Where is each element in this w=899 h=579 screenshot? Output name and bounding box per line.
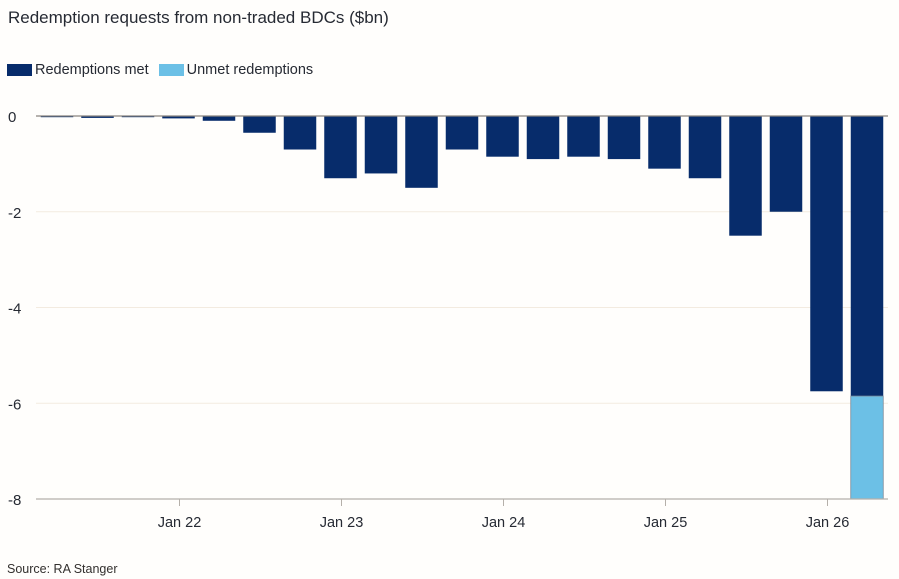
- x-tick-label: Jan 25: [644, 515, 688, 531]
- y-tick-label: -8: [8, 492, 21, 509]
- x-tick-label: Jan 22: [158, 515, 202, 531]
- bar-met: [405, 116, 438, 188]
- bar-met: [486, 116, 519, 157]
- x-tick-label: Jan 23: [320, 515, 364, 531]
- legend-item-unmet: Unmet redemptions: [158, 62, 314, 78]
- bar-met: [607, 116, 641, 160]
- bar-met: [526, 116, 560, 160]
- legend: Redemptions met Unmet redemptions: [7, 62, 323, 78]
- bar-met: [810, 116, 843, 392]
- bar-met: [283, 116, 317, 150]
- bar-met: [364, 116, 398, 174]
- bar-met: [567, 116, 600, 157]
- bar-met: [162, 116, 195, 119]
- bar-met: [324, 116, 357, 179]
- bar-met: [243, 116, 276, 133]
- bar-met: [445, 116, 479, 150]
- y-tick-label: -6: [8, 396, 21, 413]
- legend-swatch-unmet: [158, 64, 184, 76]
- y-tick-label: 0: [8, 109, 16, 126]
- bar-met: [648, 116, 681, 169]
- x-tick-label: Jan 26: [806, 515, 850, 531]
- y-tick-label: -4: [8, 301, 21, 318]
- bar-met: [850, 116, 884, 397]
- y-tick-label: -2: [8, 205, 21, 222]
- source-note: Source: RA Stanger: [7, 562, 118, 576]
- legend-swatch-met: [7, 64, 32, 76]
- legend-item-met: Redemptions met: [7, 62, 149, 78]
- x-tick-label: Jan 24: [482, 515, 526, 531]
- bar-met: [688, 116, 722, 179]
- bar-met: [81, 116, 114, 118]
- bar-met: [769, 116, 803, 212]
- bar-met: [729, 116, 762, 236]
- legend-label-unmet: Unmet redemptions: [186, 62, 314, 78]
- chart-title: Redemption requests from non-traded BDCs…: [8, 8, 389, 27]
- legend-label-met: Redemptions met: [35, 62, 149, 78]
- bar-unmet: [850, 395, 884, 500]
- bar-met: [202, 116, 236, 121]
